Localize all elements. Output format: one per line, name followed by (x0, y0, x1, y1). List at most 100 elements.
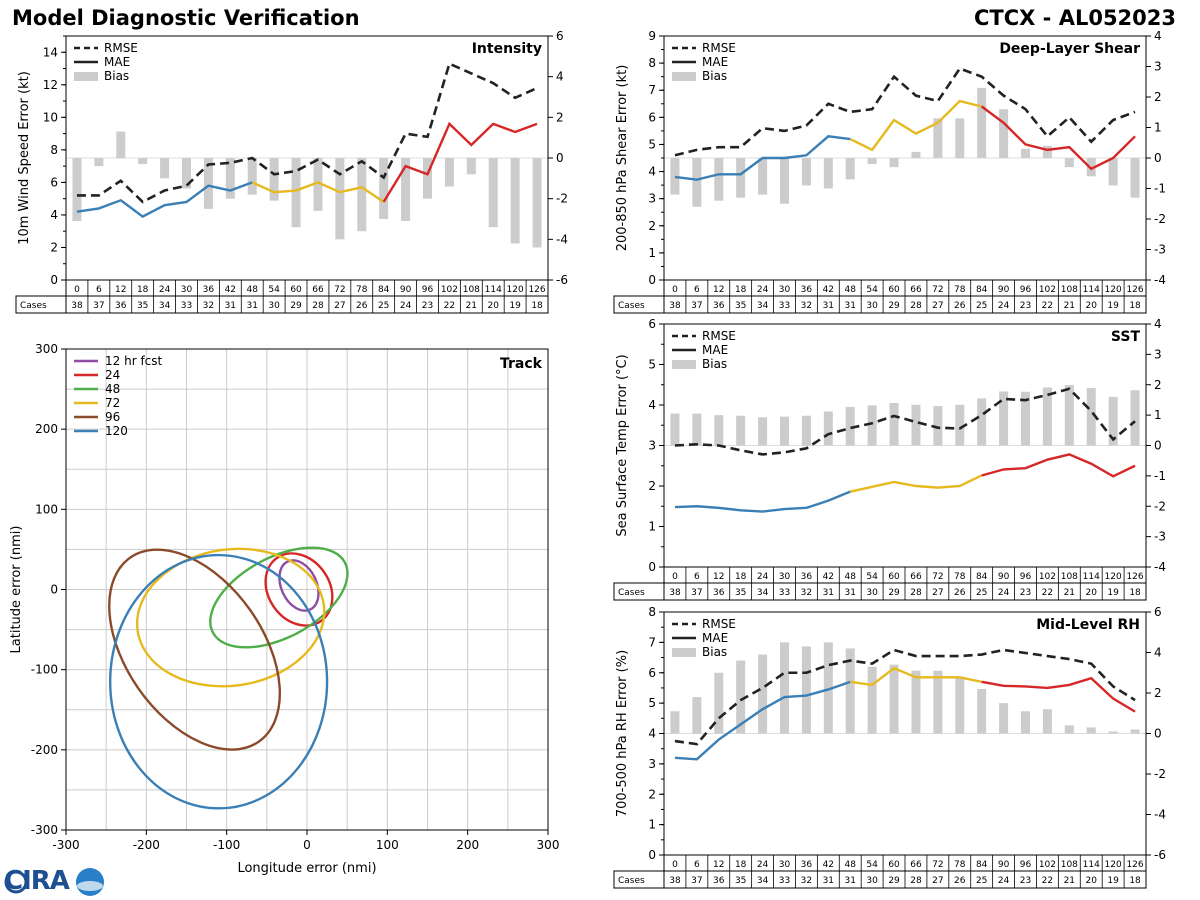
case-count: 28 (910, 588, 922, 598)
case-count: 20 (488, 301, 500, 311)
hour-label: 60 (290, 285, 302, 295)
case-count: 32 (801, 588, 812, 598)
hour-label: 90 (998, 285, 1010, 295)
y2-tick-label: -4 (556, 232, 568, 246)
case-count: 20 (1086, 588, 1098, 598)
legend-label: MAE (702, 55, 728, 69)
bias-bar (1130, 729, 1140, 734)
case-count: 27 (932, 301, 943, 311)
bias-bar (1042, 387, 1052, 446)
hour-label: 54 (866, 572, 878, 582)
hour-label: 42 (823, 860, 834, 870)
y-tick-label: 1 (648, 246, 656, 260)
hour-label: 84 (976, 860, 988, 870)
bias-bar (999, 109, 1009, 158)
hour-label: 126 (528, 285, 545, 295)
page-title: Model Diagnostic Verification (12, 6, 360, 30)
cases-label-cell (613, 870, 665, 889)
legend-bias-swatch (672, 360, 696, 369)
hour-label: 96 (1020, 860, 1032, 870)
bias-bar (1086, 388, 1096, 446)
bias-bar (758, 158, 768, 195)
case-count: 34 (757, 301, 769, 311)
hour-label: 42 (823, 285, 834, 295)
bias-bar (823, 642, 833, 734)
y-tick-label: 8 (648, 56, 656, 70)
case-count: 29 (888, 876, 900, 886)
case-count: 32 (801, 301, 812, 311)
x-tick-label: 200 (456, 838, 479, 852)
case-count: 26 (356, 301, 368, 311)
legend-label: 12 hr fcst (105, 354, 163, 368)
case-count: 23 (1020, 301, 1031, 311)
hour-label: 126 (1126, 285, 1143, 295)
mae-line-segment (980, 105, 1136, 171)
hour-label: 36 (801, 285, 813, 295)
x-tick-label: 300 (537, 838, 560, 852)
case-count: 29 (888, 301, 900, 311)
case-count: 30 (866, 876, 878, 886)
bias-bar (933, 118, 943, 158)
chart-title: Track (500, 356, 543, 372)
hour-label: 24 (757, 285, 769, 295)
case-count: 36 (713, 301, 725, 311)
cases-label-cell (613, 582, 665, 601)
case-count: 33 (779, 301, 790, 311)
legend-label: 120 (105, 424, 128, 438)
bias-bar (313, 158, 323, 211)
case-count: 37 (691, 876, 702, 886)
case-count: 37 (691, 588, 702, 598)
bias-bar (977, 398, 987, 446)
hour-label: 24 (757, 860, 769, 870)
y-tick-label: 7 (648, 635, 656, 649)
hour-label: 42 (823, 572, 834, 582)
case-count: 38 (669, 876, 681, 886)
bias-bar (160, 158, 170, 179)
y2-tick-label: -6 (556, 273, 568, 287)
chart-track: -300 -200 -100 0 100 200 300 -300 -200 -100 0 100 20… (9, 342, 559, 876)
bias-bar (758, 417, 768, 446)
hour-label: 66 (910, 285, 922, 295)
legend-label: RMSE (702, 329, 736, 343)
x-axis-label: Longitude error (nmi) (237, 861, 376, 876)
bias-bar (1108, 731, 1118, 734)
bias-bar (247, 158, 257, 195)
y-tick-label: 4 (648, 165, 656, 179)
case-count: 21 (1064, 301, 1075, 311)
y-tick-label: 5 (648, 358, 656, 372)
y2-tick-label: 0 (1154, 439, 1162, 453)
y-tick-label: 1 (648, 818, 656, 832)
y-tick-label: 6 (648, 666, 656, 680)
bias-bar (203, 158, 213, 209)
hour-label: 54 (268, 285, 280, 295)
legend-label: Bias (104, 69, 129, 83)
hour-label: 96 (1020, 285, 1032, 295)
case-count: 19 (509, 301, 521, 311)
hour-label: 6 (694, 572, 700, 582)
y-tick-label: 0 (648, 273, 656, 287)
case-count: 25 (976, 301, 987, 311)
y2-tick-label: 4 (1154, 317, 1162, 331)
bias-bar (845, 648, 855, 734)
y2-tick-label: -4 (1154, 273, 1166, 287)
case-count: 35 (735, 588, 746, 598)
bias-bar (423, 158, 432, 199)
mae-line-segment (674, 135, 851, 181)
hour-label: 6 (96, 285, 102, 295)
case-count: 23 (1020, 876, 1031, 886)
bias-bar (889, 402, 899, 446)
hour-label: 6 (694, 860, 700, 870)
bias-bar (670, 413, 680, 446)
mae-line-segment (849, 99, 982, 152)
y-axis-label: Latitude error (nmi) (9, 526, 24, 654)
case-count: 30 (866, 301, 878, 311)
hour-label: 18 (735, 860, 747, 870)
y2-tick-label: 6 (1154, 605, 1162, 619)
case-count: 22 (1042, 588, 1053, 598)
case-count: 31 (845, 876, 856, 886)
chart-title: SST (1111, 329, 1141, 345)
case-count: 23 (422, 301, 433, 311)
legend-label: RMSE (104, 41, 138, 55)
